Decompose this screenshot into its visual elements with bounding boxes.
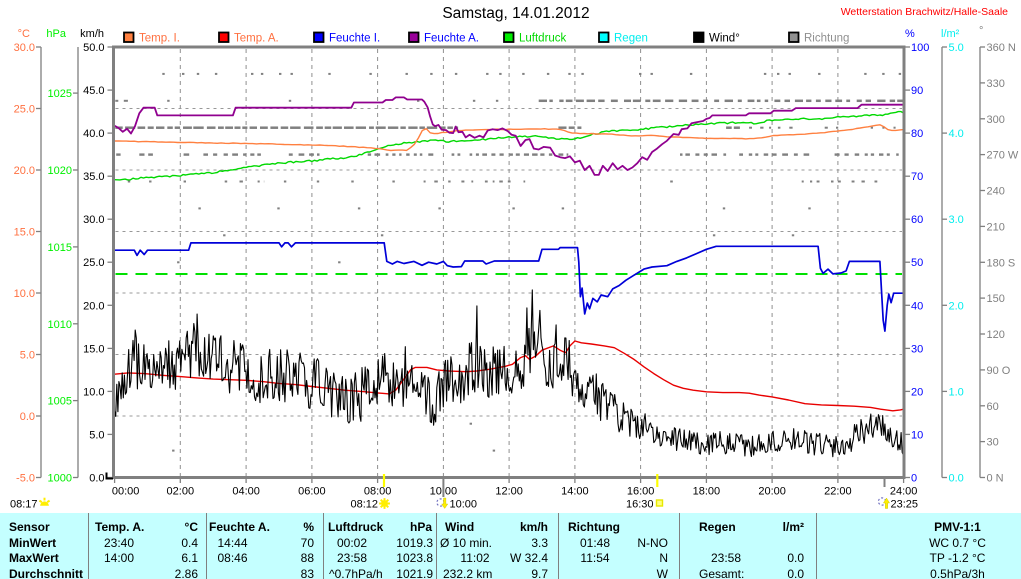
svg-text:5.0: 5.0 (949, 42, 964, 54)
svg-text:25.0: 25.0 (14, 104, 35, 116)
svg-text:08:00: 08:00 (364, 486, 392, 498)
svg-text:23:25: 23:25 (891, 499, 919, 511)
svg-text:10.0: 10.0 (83, 386, 104, 398)
svg-text:20.0: 20.0 (83, 300, 104, 312)
svg-text:0: 0 (911, 473, 917, 485)
svg-text:50.0: 50.0 (83, 42, 104, 54)
svg-text:30: 30 (987, 437, 999, 449)
svg-text:hPa: hPa (46, 28, 66, 40)
svg-text:300: 300 (987, 114, 1005, 126)
svg-text:240: 240 (987, 186, 1005, 198)
svg-text:10.0: 10.0 (14, 288, 35, 300)
svg-text:1000: 1000 (48, 473, 72, 485)
svg-text:80: 80 (911, 128, 923, 140)
svg-text:30.0: 30.0 (14, 42, 35, 54)
svg-text:45.0: 45.0 (83, 85, 104, 97)
svg-text:Temp. I.: Temp. I. (139, 33, 180, 45)
svg-text:08:12: 08:12 (350, 499, 378, 511)
svg-text:12:00: 12:00 (495, 486, 523, 498)
svg-text:90: 90 (911, 85, 923, 97)
svg-text:24:00: 24:00 (890, 486, 918, 498)
svg-text:00:00: 00:00 (112, 486, 140, 498)
svg-text:50: 50 (911, 257, 923, 269)
svg-text:1025: 1025 (48, 88, 72, 100)
svg-text:15.0: 15.0 (14, 227, 35, 239)
svg-text:30.0: 30.0 (83, 214, 104, 226)
svg-text:16:00: 16:00 (627, 486, 655, 498)
svg-text:Luftdruck: Luftdruck (519, 33, 567, 45)
svg-text:°: ° (979, 25, 983, 37)
svg-text:-5.0: -5.0 (16, 473, 35, 485)
svg-text:90 O: 90 O (987, 365, 1011, 377)
svg-text:18:00: 18:00 (693, 486, 721, 498)
svg-text:0 N: 0 N (987, 473, 1004, 485)
svg-text:16:30: 16:30 (626, 499, 654, 511)
svg-text:02:00: 02:00 (167, 486, 195, 498)
svg-text:22:00: 22:00 (824, 486, 852, 498)
svg-text:Samstag, 14.01.2012: Samstag, 14.01.2012 (442, 5, 589, 22)
svg-text:l/m²: l/m² (941, 28, 960, 40)
svg-text:1010: 1010 (48, 319, 72, 331)
svg-text:°C: °C (18, 28, 30, 40)
svg-text:20: 20 (911, 386, 923, 398)
svg-text:0.0: 0.0 (949, 473, 964, 485)
svg-text:20.0: 20.0 (14, 165, 35, 177)
svg-text:3.0: 3.0 (949, 214, 964, 226)
svg-text:10: 10 (911, 429, 923, 441)
svg-text:40.0: 40.0 (83, 128, 104, 140)
svg-text:Regen: Regen (614, 33, 648, 45)
svg-text:0.0: 0.0 (89, 473, 104, 485)
svg-text:Wind°: Wind° (709, 33, 740, 45)
svg-text:40: 40 (911, 300, 923, 312)
svg-text:06:00: 06:00 (298, 486, 326, 498)
svg-text:70: 70 (911, 171, 923, 183)
svg-text:5.0: 5.0 (20, 350, 35, 362)
svg-text:08:17: 08:17 (10, 499, 38, 511)
svg-text:5.0: 5.0 (89, 429, 104, 441)
svg-text:25.0: 25.0 (83, 257, 104, 269)
svg-text:14:00: 14:00 (561, 486, 589, 498)
svg-text:%: % (905, 28, 915, 40)
svg-text:180 S: 180 S (987, 257, 1016, 269)
svg-text:2.0: 2.0 (949, 300, 964, 312)
svg-text:04:00: 04:00 (232, 486, 260, 498)
svg-text:1020: 1020 (48, 165, 72, 177)
svg-text:Temp. A.: Temp. A. (234, 33, 279, 45)
svg-text:150: 150 (987, 293, 1005, 305)
svg-text:330: 330 (987, 78, 1005, 90)
svg-text:1.0: 1.0 (949, 386, 964, 398)
svg-text:4.0: 4.0 (949, 128, 964, 140)
svg-text:100: 100 (911, 42, 929, 54)
svg-text:120: 120 (987, 329, 1005, 341)
svg-text:30: 30 (911, 343, 923, 355)
svg-text:20:00: 20:00 (758, 486, 786, 498)
svg-text:Feuchte I.: Feuchte I. (329, 33, 380, 45)
svg-text:Feuchte A.: Feuchte A. (424, 33, 479, 45)
svg-text:1005: 1005 (48, 396, 72, 408)
svg-text:270 W: 270 W (987, 150, 1019, 162)
svg-text:km/h: km/h (80, 28, 104, 40)
svg-text:60: 60 (987, 401, 999, 413)
svg-text:360 N: 360 N (987, 42, 1016, 54)
svg-text:210: 210 (987, 221, 1005, 233)
svg-text:Wetterstation Brachwitz/Halle-: Wetterstation Brachwitz/Halle-Saale (841, 6, 1008, 18)
svg-text:10:00: 10:00 (450, 499, 478, 511)
svg-text:35.0: 35.0 (83, 171, 104, 183)
svg-text:0.0: 0.0 (20, 411, 35, 423)
svg-text:Richtung: Richtung (804, 33, 849, 45)
svg-text:15.0: 15.0 (83, 343, 104, 355)
svg-text:60: 60 (911, 214, 923, 226)
svg-text:1015: 1015 (48, 242, 72, 254)
